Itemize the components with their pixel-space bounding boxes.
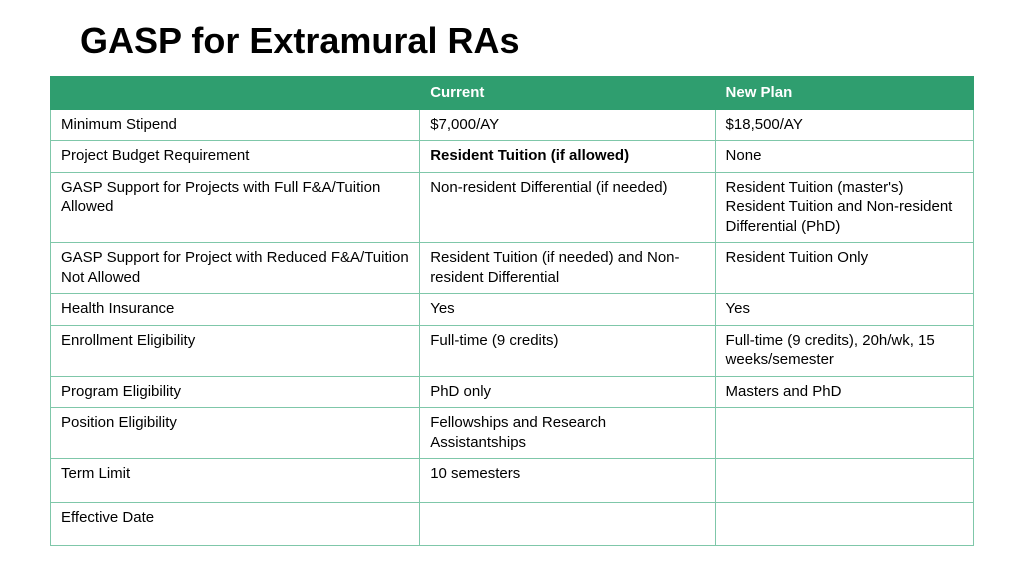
row-current: Yes <box>420 294 715 326</box>
row-current: Fellowships and Research Assistantships <box>420 408 715 459</box>
row-newplan: Resident Tuition (master's) Resident Tui… <box>715 172 973 243</box>
row-current: $7,000/AY <box>420 109 715 141</box>
table-header-row: Current New Plan <box>51 77 974 110</box>
table-row: Minimum Stipend$7,000/AY$18,500/AY <box>51 109 974 141</box>
comparison-table: Current New Plan Minimum Stipend$7,000/A… <box>50 76 974 546</box>
table-row: Effective Date <box>51 502 974 546</box>
table-row: Project Budget RequirementResident Tuiti… <box>51 141 974 173</box>
slide: GASP for Extramural RAs Current New Plan… <box>0 0 1024 576</box>
table-header-blank <box>51 77 420 110</box>
row-newplan <box>715 502 973 546</box>
row-label: Effective Date <box>51 502 420 546</box>
page-title: GASP for Extramural RAs <box>80 20 974 62</box>
row-label: Minimum Stipend <box>51 109 420 141</box>
row-label: GASP Support for Project with Reduced F&… <box>51 243 420 294</box>
row-current: PhD only <box>420 376 715 408</box>
row-label: Enrollment Eligibility <box>51 325 420 376</box>
row-newplan: None <box>715 141 973 173</box>
table-row: GASP Support for Project with Reduced F&… <box>51 243 974 294</box>
table-row: Program EligibilityPhD onlyMasters and P… <box>51 376 974 408</box>
row-current: Resident Tuition (if needed) and Non-res… <box>420 243 715 294</box>
row-label: Project Budget Requirement <box>51 141 420 173</box>
table-row: Health InsuranceYesYes <box>51 294 974 326</box>
row-current: 10 semesters <box>420 459 715 503</box>
row-newplan <box>715 408 973 459</box>
row-label: Health Insurance <box>51 294 420 326</box>
table-row: GASP Support for Projects with Full F&A/… <box>51 172 974 243</box>
row-newplan: $18,500/AY <box>715 109 973 141</box>
row-label: Position Eligibility <box>51 408 420 459</box>
table-row: Enrollment EligibilityFull-time (9 credi… <box>51 325 974 376</box>
row-current: Resident Tuition (if allowed) <box>420 141 715 173</box>
row-label: GASP Support for Projects with Full F&A/… <box>51 172 420 243</box>
row-current <box>420 502 715 546</box>
row-newplan: Full-time (9 credits), 20h/wk, 15 weeks/… <box>715 325 973 376</box>
table-header-current: Current <box>420 77 715 110</box>
table-header-newplan: New Plan <box>715 77 973 110</box>
row-current: Non-resident Differential (if needed) <box>420 172 715 243</box>
row-label: Program Eligibility <box>51 376 420 408</box>
row-newplan <box>715 459 973 503</box>
row-newplan: Masters and PhD <box>715 376 973 408</box>
table-row: Position EligibilityFellowships and Rese… <box>51 408 974 459</box>
row-newplan: Resident Tuition Only <box>715 243 973 294</box>
row-label: Term Limit <box>51 459 420 503</box>
row-current: Full-time (9 credits) <box>420 325 715 376</box>
table-row: Term Limit10 semesters <box>51 459 974 503</box>
row-newplan: Yes <box>715 294 973 326</box>
